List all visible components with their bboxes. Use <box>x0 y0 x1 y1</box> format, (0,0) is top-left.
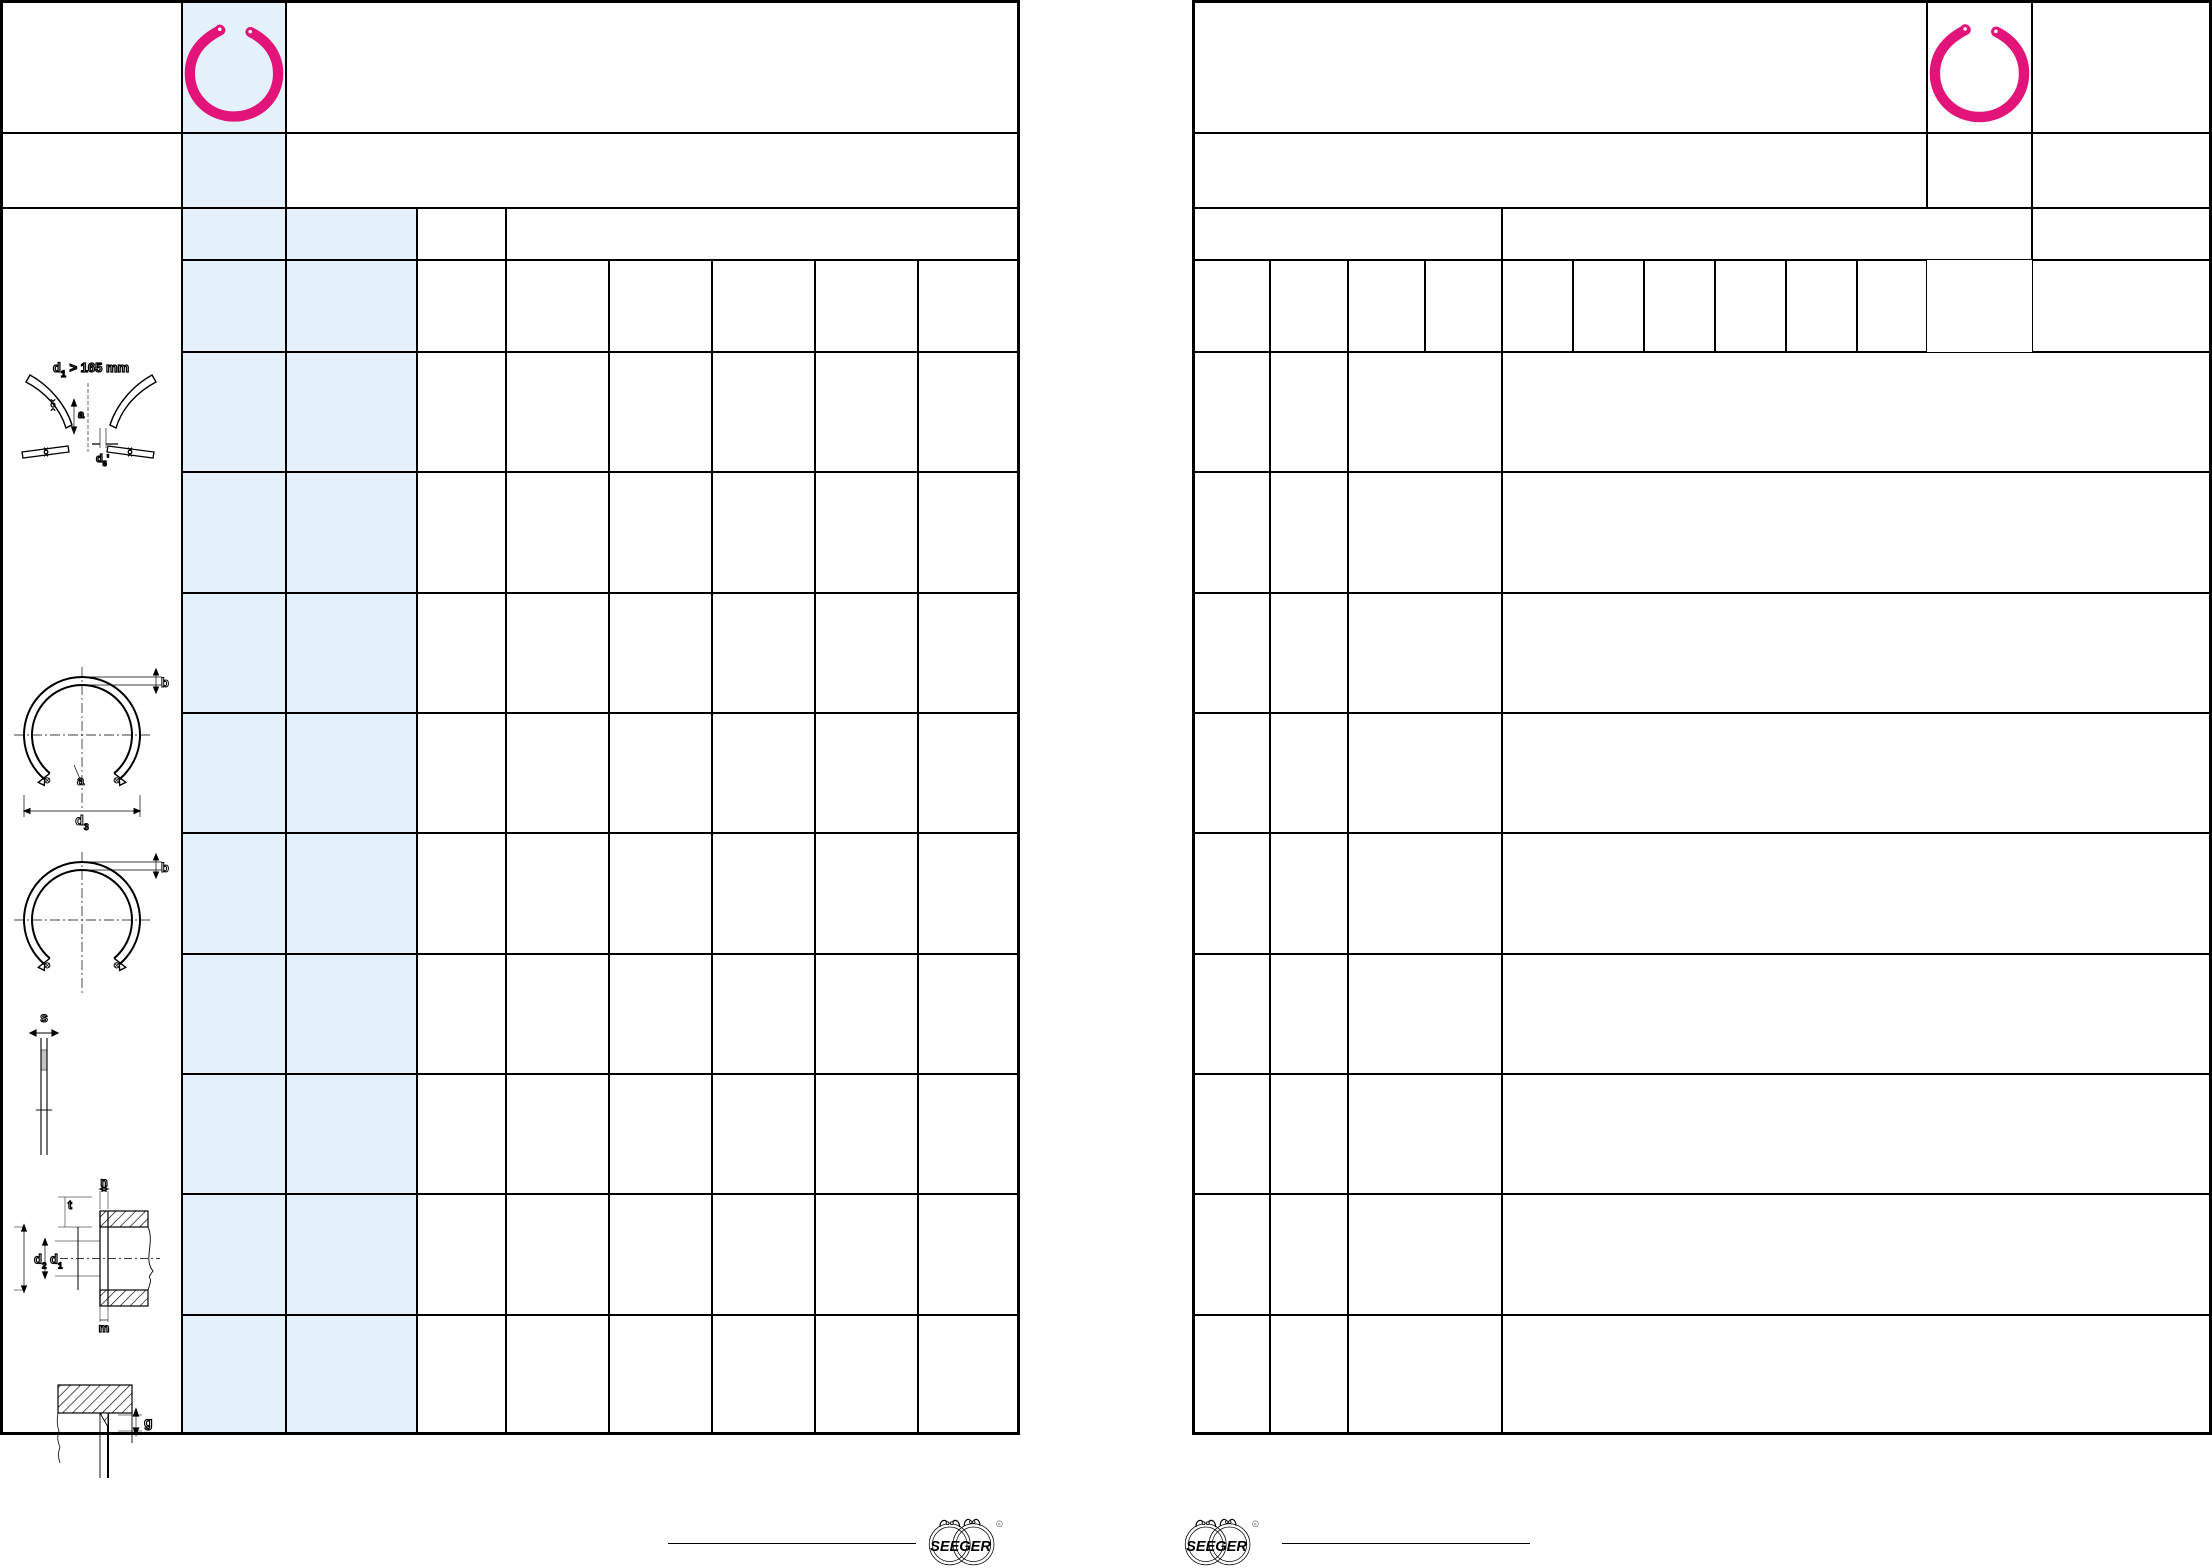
svg-text:s: s <box>40 1009 48 1025</box>
svg-text:m: m <box>99 1321 110 1335</box>
svg-text:d3: d3 <box>75 812 89 832</box>
svg-text:d5': d5' <box>96 453 110 468</box>
svg-text:a: a <box>78 409 85 421</box>
svg-text:R: R <box>998 1523 1001 1527</box>
svg-text:n: n <box>100 1175 107 1189</box>
svg-text:SEEGER: SEEGER <box>1186 1539 1247 1555</box>
svg-text:d2 d1: d2 d1 <box>34 1252 63 1271</box>
svg-text:d1 > 165 mm: d1 > 165 mm <box>53 360 129 379</box>
svg-text:b: b <box>161 675 169 690</box>
svg-text:b: b <box>161 860 169 875</box>
svg-text:R: R <box>1254 1523 1257 1527</box>
svg-text:t: t <box>68 1198 72 1212</box>
svg-text:SEEGER: SEEGER <box>930 1539 991 1555</box>
svg-text:g: g <box>144 1414 153 1430</box>
